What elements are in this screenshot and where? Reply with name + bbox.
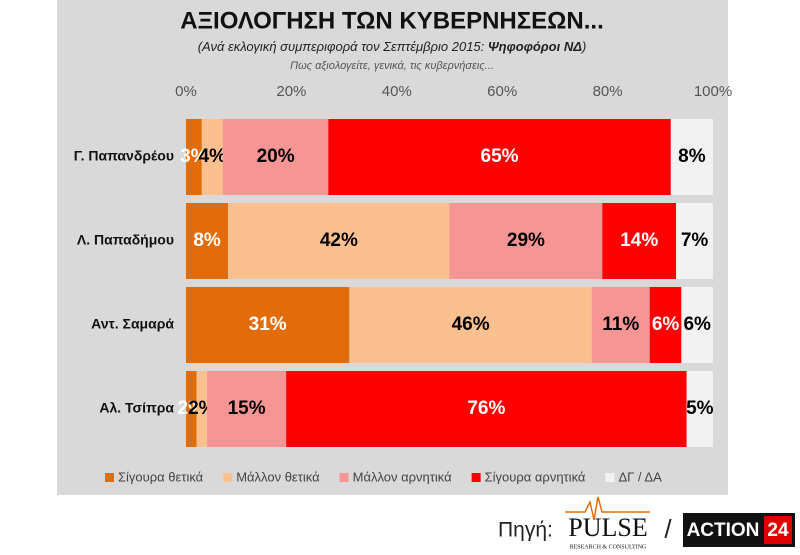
legend-label: Σίγουρα αρνητικά [485, 469, 586, 484]
pulse-logo: PULSE [568, 513, 647, 542]
bar-segment [449, 203, 603, 279]
bar-segment [670, 119, 713, 195]
legend-swatch [223, 473, 233, 482]
bar-segment [201, 119, 223, 195]
question: Πως αξιολογείτε, γενικά, τις κυβερνήσεις… [290, 60, 494, 72]
value-label: 14% [620, 230, 658, 251]
value-label: 46% [452, 314, 490, 335]
value-label: 29% [507, 230, 545, 251]
bar-segment [681, 287, 713, 363]
plot: 0% 20% 40% 60% 80% 100% Γ. Παπανδρέου 3%4% 20% 65… [74, 83, 732, 447]
bar-segment [686, 371, 713, 447]
value-label: 65% [481, 146, 519, 167]
subtitle-part: (Ανά εκλογική συμπεριφορά τον Σεπτέμβριο… [198, 39, 488, 54]
x-tick-label: 60% [487, 83, 517, 100]
action-logo-num: 24 [767, 520, 789, 541]
value-label: 4% [199, 146, 227, 167]
source-label: Πηγή: [498, 519, 553, 542]
legend-label: Μάλλον θετικά [236, 469, 320, 484]
action-logo-box [764, 516, 792, 544]
legend-swatch [605, 473, 615, 482]
value-label: 15% [228, 398, 266, 419]
value-label: 76% [467, 398, 505, 419]
x-tick-label: 20% [276, 83, 306, 100]
bar-segment [186, 287, 350, 363]
value-label: 7% [681, 230, 709, 251]
subtitle-part: Ψηφοφόροι ΝΔ [488, 39, 582, 54]
legend-label: ΔΓ / ΔΑ [618, 469, 662, 484]
x-tick-label: 80% [593, 83, 623, 100]
y-tick-label: Αλ. Τσίπρα [99, 400, 174, 416]
separator: / [664, 514, 672, 544]
value-label: 20% [257, 146, 295, 167]
bar-segment [186, 119, 202, 195]
bar-segment [676, 203, 713, 279]
value-label: 8% [193, 230, 221, 251]
value-label: 11% [602, 314, 639, 335]
legend-swatch [105, 473, 114, 482]
bar-segment [602, 203, 677, 279]
bar-segment [328, 119, 671, 195]
y-tick-label: Λ. Παπαδήμου [77, 232, 174, 248]
value-label: 31% [249, 314, 287, 335]
subtitle: (Ανά εκλογική συμπεριφορά τον Σεπτέμβριο… [198, 39, 587, 54]
value-label: 6% [683, 314, 711, 335]
value-label: 42% [320, 230, 358, 251]
pulse-wave [565, 496, 650, 521]
action-logo: ACTION [687, 520, 760, 541]
legend: Σίγουρα θετικά Μάλλον θετικά Μάλλον αρνητι… [105, 469, 662, 484]
x-tick-label: 0% [175, 83, 197, 100]
chart-title: ΑΞΙΟΛΟΓΗΣΗ ΤΩΝ ΚΥΒΕΡΝΗΣΕΩΝ... [180, 7, 603, 34]
bar-segment [349, 287, 592, 363]
pulse-subtitle: RESEARCH & CONSULTING [570, 544, 647, 550]
value-label: 8% [678, 146, 706, 167]
subtitle-part: ) [580, 39, 586, 54]
value-label: 6% [652, 314, 680, 335]
y-tick-label: Γ. Παπανδρέου [74, 148, 174, 164]
bar-segment [591, 287, 650, 363]
bar-segment [649, 287, 682, 363]
y-tick-label: Αντ. Σαμαρά [91, 316, 174, 332]
value-label: 5% [686, 398, 714, 419]
legend-label: Σίγουρα θετικά [118, 469, 204, 484]
bar-segment [196, 371, 208, 447]
bar-segment [207, 371, 287, 447]
x-tick-label: 40% [382, 83, 412, 100]
x-tick-label: 100% [694, 83, 732, 100]
bar-segment [186, 371, 197, 447]
value-label: 3% [180, 146, 208, 167]
bar-segment [228, 203, 450, 279]
bar-segment [286, 371, 687, 447]
bar-segment [186, 203, 229, 279]
bar-segment [222, 119, 329, 195]
legend-swatch [339, 473, 349, 482]
legend-swatch [471, 473, 481, 482]
legend-label: Μάλλον αρνητικά [353, 469, 452, 484]
